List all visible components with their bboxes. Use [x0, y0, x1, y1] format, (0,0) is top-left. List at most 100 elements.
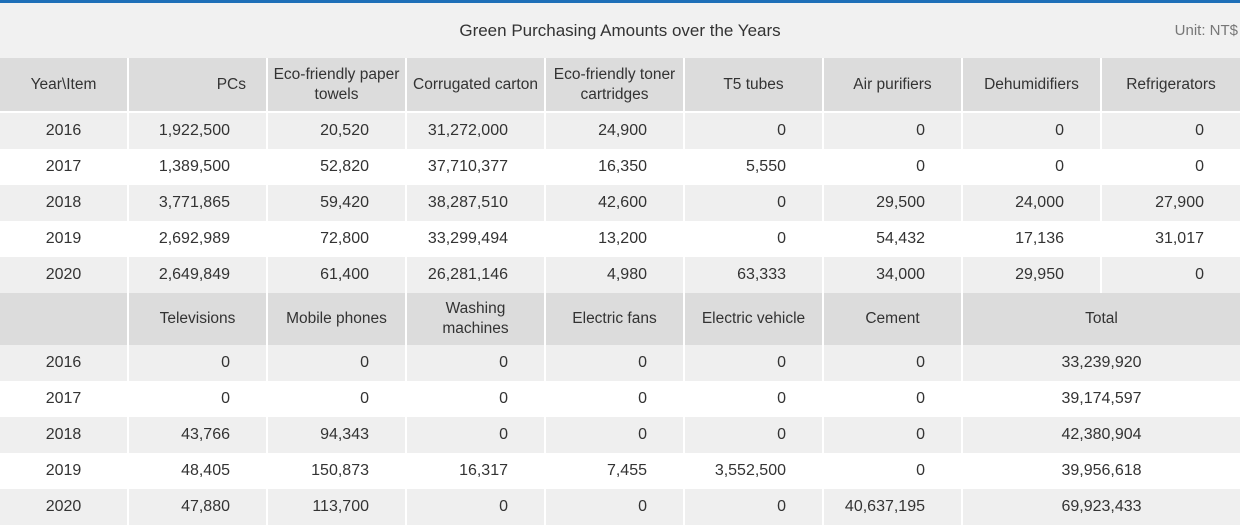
- table-row: 2017 1,389,500 52,820 37,710,377 16,350 …: [0, 149, 1240, 185]
- header-cell: PCs: [128, 58, 268, 113]
- year-cell: 2020: [0, 489, 129, 525]
- total-cell: 42,380,904: [962, 417, 1240, 453]
- value-cell: 5,550: [684, 149, 824, 185]
- year-cell: 2020: [0, 257, 129, 293]
- header-cell: Eco-friendly paper towels: [267, 58, 407, 113]
- value-cell: 24,000: [962, 185, 1102, 221]
- total-cell: 39,174,597: [962, 381, 1240, 417]
- table-row: 2016 0 0 0 0 0 0 33,239,920: [0, 345, 1240, 381]
- value-cell: 0: [406, 381, 546, 417]
- year-cell: 2018: [0, 185, 129, 221]
- value-cell: 13,200: [545, 221, 685, 257]
- total-cell: 69,923,433: [962, 489, 1240, 525]
- value-cell: 0: [545, 489, 685, 525]
- value-cell: 40,637,195: [823, 489, 963, 525]
- value-cell: 0: [823, 149, 963, 185]
- value-cell: 7,455: [545, 453, 685, 489]
- value-cell: 54,432: [823, 221, 963, 257]
- header-cell: Electric fans: [545, 293, 685, 345]
- header-cell: [0, 293, 129, 345]
- value-cell: 31,017: [1101, 221, 1240, 257]
- value-cell: 42,600: [545, 185, 685, 221]
- total-cell: 33,239,920: [962, 345, 1240, 381]
- value-cell: 0: [406, 417, 546, 453]
- value-cell: 17,136: [962, 221, 1102, 257]
- header-cell: Cement: [823, 293, 963, 345]
- value-cell: 3,771,865: [128, 185, 268, 221]
- table-row: 2020 47,880 113,700 0 0 0 40,637,195 69,…: [0, 489, 1240, 525]
- value-cell: 31,272,000: [406, 112, 546, 149]
- header-cell: Dehumidifiers: [962, 58, 1102, 113]
- value-cell: 0: [128, 345, 268, 381]
- table-row: 2019 48,405 150,873 16,317 7,455 3,552,5…: [0, 453, 1240, 489]
- value-cell: 72,800: [267, 221, 407, 257]
- value-cell: 0: [823, 381, 963, 417]
- header-cell: Year\Item: [0, 58, 129, 113]
- year-cell: 2016: [0, 345, 129, 381]
- value-cell: 113,700: [267, 489, 407, 525]
- value-cell: 0: [684, 381, 824, 417]
- value-cell: 0: [823, 417, 963, 453]
- value-cell: 0: [823, 453, 963, 489]
- value-cell: 59,420: [267, 185, 407, 221]
- value-cell: 47,880: [128, 489, 268, 525]
- year-cell: 2019: [0, 453, 129, 489]
- value-cell: 37,710,377: [406, 149, 546, 185]
- value-cell: 43,766: [128, 417, 268, 453]
- value-cell: 34,000: [823, 257, 963, 293]
- value-cell: 0: [545, 381, 685, 417]
- total-cell: 39,956,618: [962, 453, 1240, 489]
- value-cell: 26,281,146: [406, 257, 546, 293]
- value-cell: 0: [684, 417, 824, 453]
- header-cell: Refrigerators: [1101, 58, 1240, 113]
- value-cell: 61,400: [267, 257, 407, 293]
- value-cell: 0: [962, 112, 1102, 149]
- value-cell: 2,649,849: [128, 257, 268, 293]
- header-cell: Air purifiers: [823, 58, 963, 113]
- value-cell: 0: [545, 345, 685, 381]
- year-cell: 2017: [0, 149, 129, 185]
- header-cell: Televisions: [128, 293, 268, 345]
- value-cell: 38,287,510: [406, 185, 546, 221]
- value-cell: 4,980: [545, 257, 685, 293]
- value-cell: 16,317: [406, 453, 546, 489]
- table-row: 2016 1,922,500 20,520 31,272,000 24,900 …: [0, 112, 1240, 149]
- value-cell: 0: [406, 345, 546, 381]
- green-purchasing-table: Year\Item PCs Eco-friendly paper towels …: [0, 58, 1240, 525]
- value-cell: 29,500: [823, 185, 963, 221]
- value-cell: 1,922,500: [128, 112, 268, 149]
- value-cell: 33,299,494: [406, 221, 546, 257]
- header-cell: Washing machines: [406, 293, 546, 345]
- value-cell: 3,552,500: [684, 453, 824, 489]
- year-cell: 2019: [0, 221, 129, 257]
- value-cell: 48,405: [128, 453, 268, 489]
- header-cell: Total: [962, 293, 1240, 345]
- value-cell: 0: [823, 345, 963, 381]
- table-row: 2018 43,766 94,343 0 0 0 0 42,380,904: [0, 417, 1240, 453]
- value-cell: 0: [684, 221, 824, 257]
- value-cell: 29,950: [962, 257, 1102, 293]
- header-cell: Mobile phones: [267, 293, 407, 345]
- value-cell: 0: [1101, 257, 1240, 293]
- value-cell: 0: [1101, 149, 1240, 185]
- year-cell: 2016: [0, 112, 129, 149]
- value-cell: 150,873: [267, 453, 407, 489]
- value-cell: 0: [267, 345, 407, 381]
- value-cell: 27,900: [1101, 185, 1240, 221]
- value-cell: 20,520: [267, 112, 407, 149]
- value-cell: 0: [1101, 112, 1240, 149]
- value-cell: 0: [406, 489, 546, 525]
- top-accent-border: [0, 0, 1240, 3]
- value-cell: 0: [545, 417, 685, 453]
- header-cell: Corrugated carton: [406, 58, 546, 113]
- value-cell: 0: [962, 149, 1102, 185]
- value-cell: 0: [684, 345, 824, 381]
- table-row: 2017 0 0 0 0 0 0 39,174,597: [0, 381, 1240, 417]
- value-cell: 0: [823, 112, 963, 149]
- value-cell: 24,900: [545, 112, 685, 149]
- value-cell: 2,692,989: [128, 221, 268, 257]
- header-cell: Eco-friendly toner cartridges: [545, 58, 685, 113]
- year-cell: 2018: [0, 417, 129, 453]
- unit-label: Unit: NT$: [1174, 22, 1238, 39]
- value-cell: 0: [128, 381, 268, 417]
